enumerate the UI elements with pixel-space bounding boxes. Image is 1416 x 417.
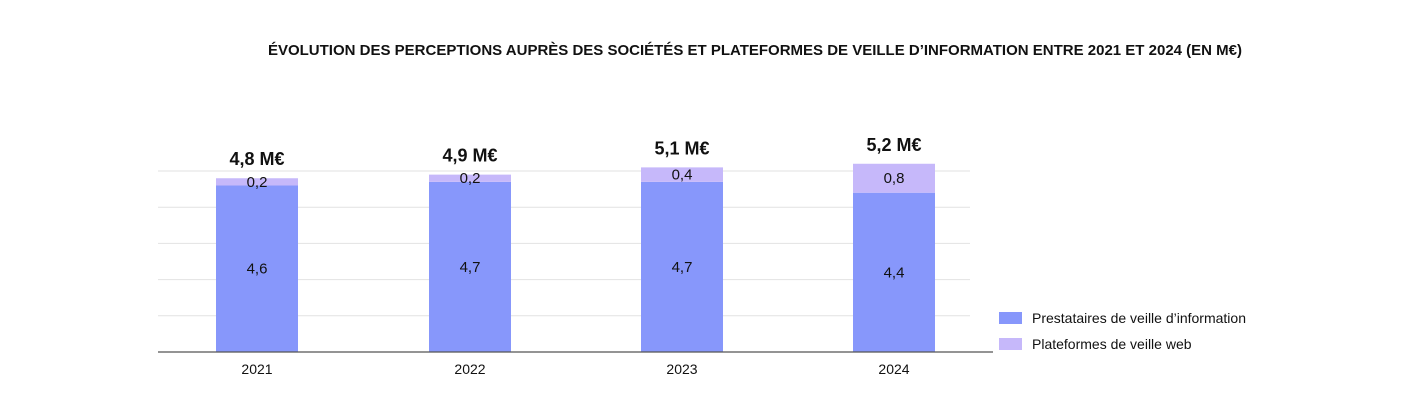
data-label-2022-series-2: 0,2 <box>460 170 481 187</box>
chart-title: ÉVOLUTION DES PERCEPTIONS AUPRÈS DES SOC… <box>268 42 1242 59</box>
data-label-2024-series-1: 4,4 <box>884 264 905 281</box>
x-tick-2024: 2024 <box>878 361 909 377</box>
bar-2023-series-1 <box>641 181 723 352</box>
legend-item-1: Prestataires de veille d’information <box>999 310 1246 326</box>
bar-2024-series-1 <box>853 192 935 352</box>
legend-label-2: Plateformes de veille web <box>1032 336 1192 352</box>
bar-group-2022: 4,7 0,2 4,9 M€ <box>429 146 511 352</box>
x-tick-2023: 2023 <box>666 361 697 377</box>
legend-swatch-2 <box>999 338 1022 350</box>
data-label-2023-series-1: 4,7 <box>672 259 693 276</box>
legend-swatch-1 <box>999 312 1022 324</box>
data-label-2021-series-1: 4,6 <box>247 261 268 278</box>
bar-2021-series-2 <box>216 178 298 186</box>
legend-label-1: Prestataires de veille d’information <box>1032 310 1246 326</box>
bar-group-2021: 4,6 0,2 4,8 M€ <box>216 149 298 352</box>
x-tick-2022: 2022 <box>454 361 485 377</box>
legend-item-2: Plateformes de veille web <box>999 336 1192 352</box>
data-label-2024-series-2: 0,8 <box>884 170 905 187</box>
legend: Prestataires de veille d’information Plat… <box>999 310 1246 352</box>
bar-2022-series-1 <box>429 181 511 352</box>
bar-2023-series-2 <box>641 167 723 182</box>
bars: 4,6 0,2 4,8 M€ 4,7 0,2 4,9 M€ 4,7 0,4 5,1 M€ 4,4 0… <box>216 135 935 352</box>
total-label-2024: 5,2 M€ <box>866 135 921 155</box>
bar-2021-series-1 <box>216 185 298 352</box>
data-label-2023-series-2: 0,4 <box>672 167 693 184</box>
x-tick-2021: 2021 <box>241 361 272 377</box>
x-axis-tick-labels: 2021 2022 2023 2024 <box>241 361 909 377</box>
bar-group-2023: 4,7 0,4 5,1 M€ <box>641 138 723 352</box>
total-label-2023: 5,1 M€ <box>654 138 709 158</box>
data-label-2021-series-2: 0,2 <box>247 174 268 191</box>
bar-group-2024: 4,4 0,8 5,2 M€ <box>853 135 935 352</box>
total-label-2022: 4,9 M€ <box>442 146 497 166</box>
bar-2024-series-2 <box>853 163 935 193</box>
data-label-2022-series-1: 4,7 <box>460 259 481 276</box>
bar-2022-series-2 <box>429 174 511 182</box>
total-label-2021: 4,8 M€ <box>229 149 284 169</box>
